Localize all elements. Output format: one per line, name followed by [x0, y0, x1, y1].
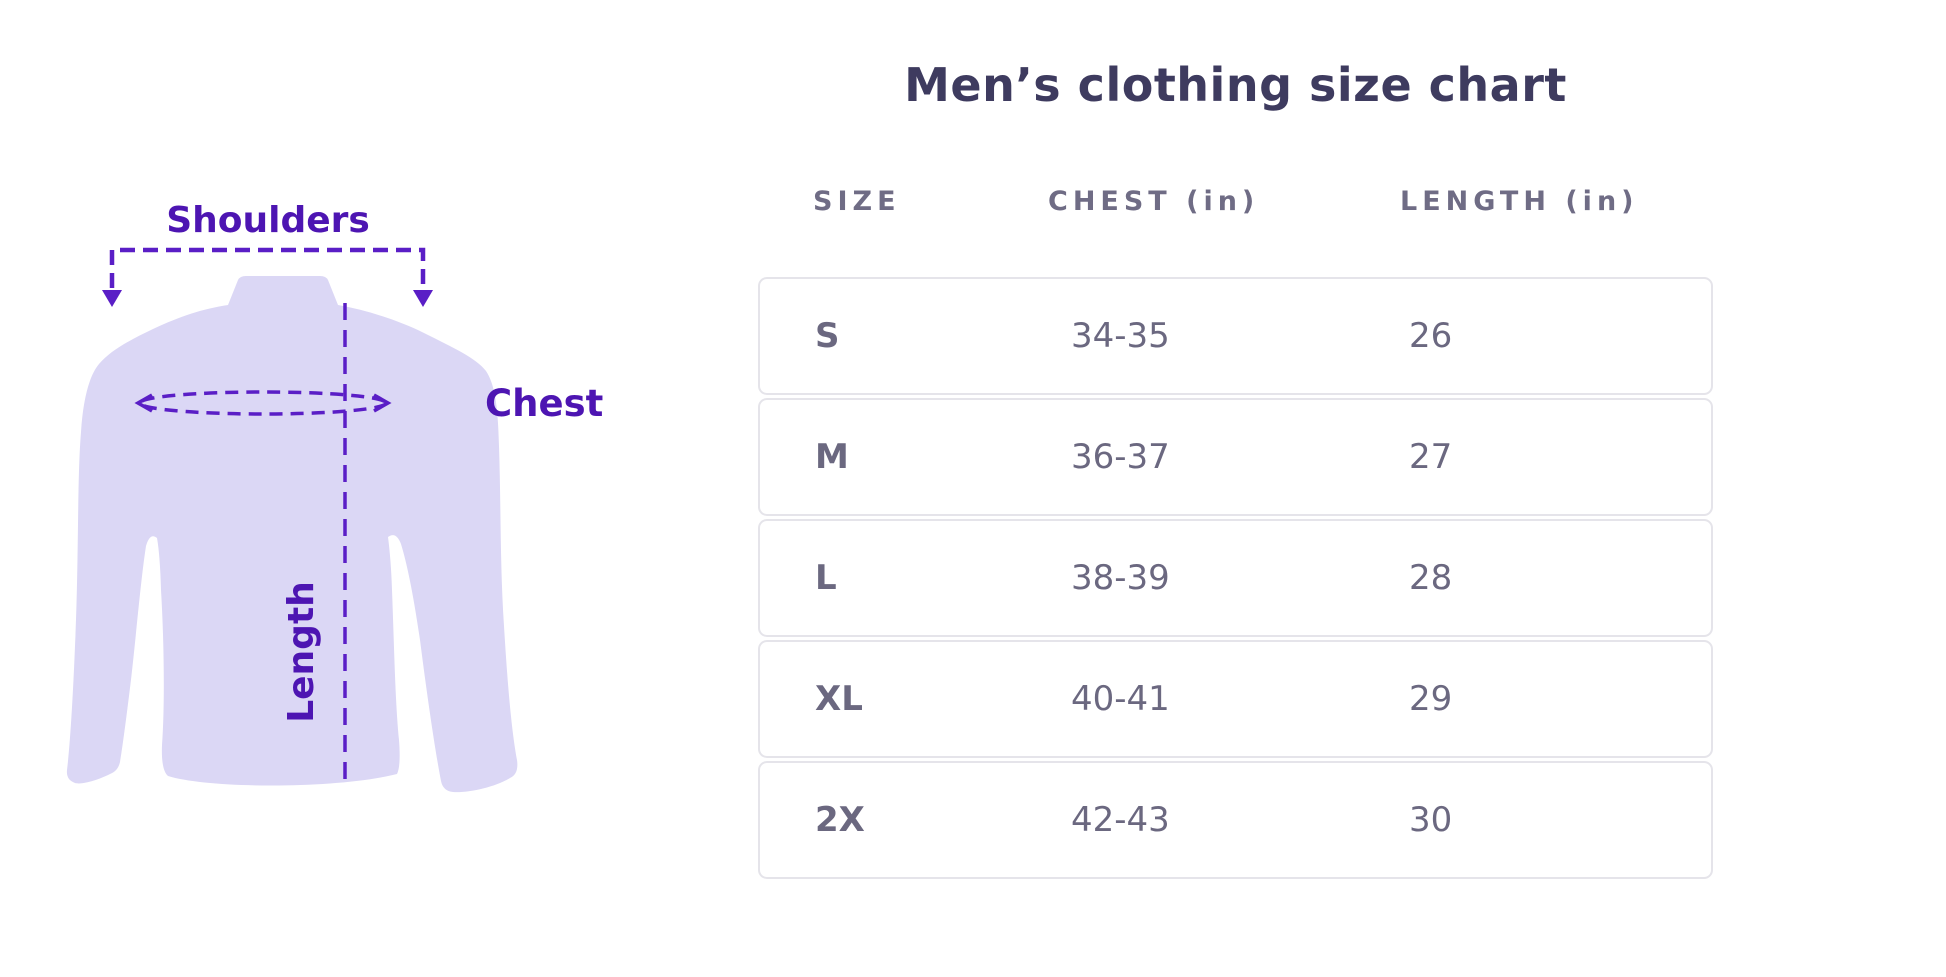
- shirt-silhouette: [66, 276, 518, 793]
- chest-value: 36-37: [1071, 437, 1170, 477]
- size-value: M: [815, 437, 849, 477]
- shoulders-measure-bracket: [109, 247, 426, 288]
- table-header-row: SIZE CHEST (in) LENGTH (in): [758, 186, 1713, 217]
- length-value: 28: [1409, 558, 1453, 598]
- size-value: S: [815, 316, 840, 356]
- shoulders-arrow-left: [102, 290, 122, 307]
- shirt-illustration: Shoulders Chest Length: [40, 140, 660, 840]
- chest-label: Chest: [485, 382, 603, 425]
- length-value: 29: [1409, 679, 1453, 719]
- table-row-xl: XL 40-41 29: [758, 640, 1713, 758]
- table-row-m: M 36-37 27: [758, 398, 1713, 516]
- column-header-size: SIZE: [813, 186, 901, 217]
- length-value: 30: [1409, 800, 1453, 840]
- size-table: S 34-35 26 M 36-37 27 L 38-39 28 XL 40-4…: [758, 277, 1713, 882]
- size-value: L: [815, 558, 837, 598]
- table-row-l: L 38-39 28: [758, 519, 1713, 637]
- chest-arrow-right: [373, 393, 392, 413]
- shirt-graphic: Shoulders Chest Length: [66, 200, 603, 793]
- chest-value: 40-41: [1071, 679, 1170, 719]
- table-row-2x: 2X 42-43 30: [758, 761, 1713, 879]
- length-value: 27: [1409, 437, 1453, 477]
- chest-value: 38-39: [1071, 558, 1170, 598]
- size-value: XL: [815, 679, 863, 719]
- chest-value: 34-35: [1071, 316, 1170, 356]
- table-row-s: S 34-35 26: [758, 277, 1713, 395]
- column-header-length: LENGTH (in): [1400, 186, 1639, 217]
- size-value: 2X: [815, 800, 865, 840]
- length-value: 26: [1409, 316, 1453, 356]
- shoulders-arrow-right: [413, 290, 433, 307]
- column-header-chest: CHEST (in): [1048, 186, 1260, 217]
- shoulders-label: Shoulders: [166, 200, 370, 241]
- length-label: Length: [281, 581, 322, 723]
- page-title: Men’s clothing size chart: [904, 58, 1567, 112]
- chest-value: 42-43: [1071, 800, 1170, 840]
- chest-arrow-left: [134, 393, 153, 413]
